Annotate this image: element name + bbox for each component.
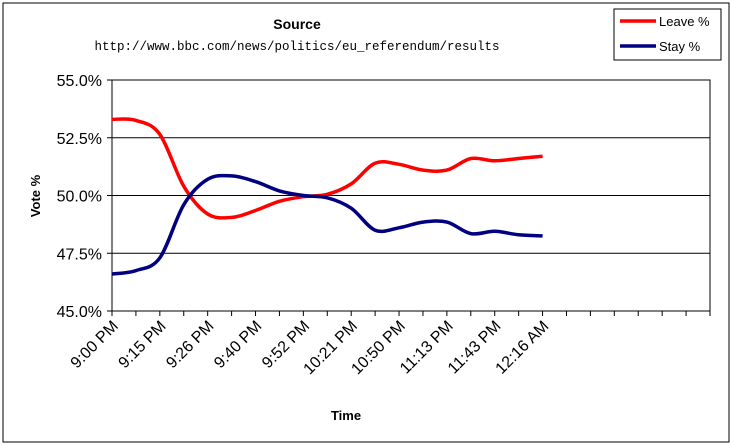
x-axis-label: Time [331, 408, 361, 423]
chart-title: Source [273, 16, 321, 32]
y-axis-label: Vote % [28, 174, 43, 217]
series-line-leave [111, 117, 543, 220]
y-tick-label: 47.5% [57, 246, 102, 263]
y-axis-ticks: 45.0% 47.5% 50.0% 52.5% 55.0% [57, 73, 112, 321]
series-lines [111, 117, 543, 276]
series-line-stay [111, 173, 543, 276]
y-tick-label: 52.5% [57, 131, 102, 148]
legend: Leave % Stay % [613, 8, 722, 61]
legend-label-stay: Stay % [659, 39, 701, 54]
y-tick-label: 50.0% [57, 189, 102, 206]
y-tick-label: 55.0% [57, 73, 102, 90]
legend-box [613, 8, 722, 61]
legend-label-leave: Leave % [659, 14, 710, 29]
y-tick-label: 45.0% [57, 304, 102, 321]
gridlines [112, 137, 710, 254]
chart-subtitle: http://www.bbc.com/news/politics/eu_refe… [94, 40, 499, 54]
